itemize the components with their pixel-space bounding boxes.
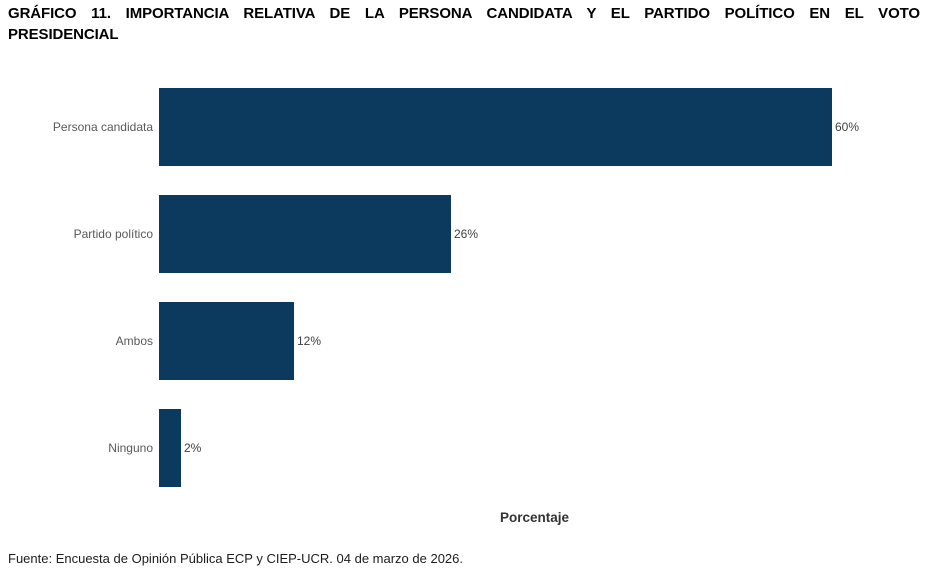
chart-title-line1: GRÁFICO 11. IMPORTANCIA RELATIVA DE LA P… (8, 5, 920, 22)
bar (159, 88, 832, 166)
value-label: 60% (835, 120, 860, 134)
category-label: Persona candidata (52, 120, 153, 134)
bar (159, 302, 294, 380)
x-axis-label: Porcentaje (499, 510, 570, 525)
value-label: 26% (454, 227, 479, 241)
category-label: Partido político (73, 227, 153, 241)
category-label: Ambos (115, 334, 153, 348)
chart-title: GRÁFICO 11. IMPORTANCIA RELATIVA DE LA P… (8, 3, 920, 45)
bar-row: Persona candidata 60% (0, 88, 927, 166)
category-label: Ninguno (108, 441, 153, 455)
value-label: 12% (297, 334, 322, 348)
source-note: Fuente: Encuesta de Opinión Pública ECP … (8, 551, 464, 566)
bar (159, 409, 181, 487)
chart-title-line2: PRESIDENCIAL (8, 26, 119, 43)
bar-row: Ninguno 2% (0, 409, 927, 487)
value-label: 2% (184, 441, 202, 455)
bar (159, 195, 451, 273)
bar-row: Partido político 26% (0, 195, 927, 273)
bar-row: Ambos 12% (0, 302, 927, 380)
